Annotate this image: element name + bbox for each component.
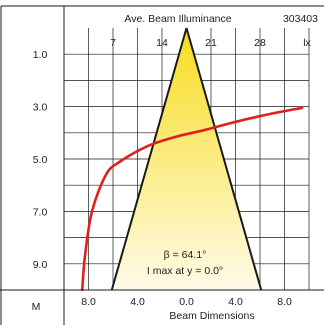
chart-code: 303403 [283,13,318,25]
top-axis-tick-label: 14 [156,37,168,49]
bottom-axis-tick-label: 8.0 [277,296,292,308]
imax-annotation: I max at y = 0.0° [147,265,223,277]
beam-angle-annotation: β = 64.1° [164,249,207,261]
top-axis-tick-label: 7 [110,37,116,49]
left-axis-tick-label: 7.0 [33,206,48,218]
bottom-axis-tick-label: 4.0 [130,296,145,308]
left-axis-unit: M [32,301,41,313]
left-axis-tick-label: 1.0 [33,49,48,61]
bottom-axis-tick-label: 0.0 [179,296,194,308]
top-axis-tick-label: 28 [254,37,266,49]
beam-cone-right-edge [185,27,263,291]
left-axis-tick-label: 5.0 [33,154,48,166]
illuminance-curve [80,106,304,292]
bottom-axis-label: Beam Dimensions [169,310,254,322]
bottom-axis-tick-label: 8.0 [81,296,96,308]
bottom-axis-tick-label: 4.0 [228,296,243,308]
beam-cone-left-edge [110,27,188,291]
left-axis-tick-label: 3.0 [33,102,48,114]
left-axis-tick-label: 9.0 [33,259,48,271]
beam-cone-fill [111,28,262,290]
top-axis-tick-label: 21 [205,37,217,49]
chart-title: Ave. Beam Illuminance [124,13,231,25]
top-axis-unit: lx [303,37,311,49]
